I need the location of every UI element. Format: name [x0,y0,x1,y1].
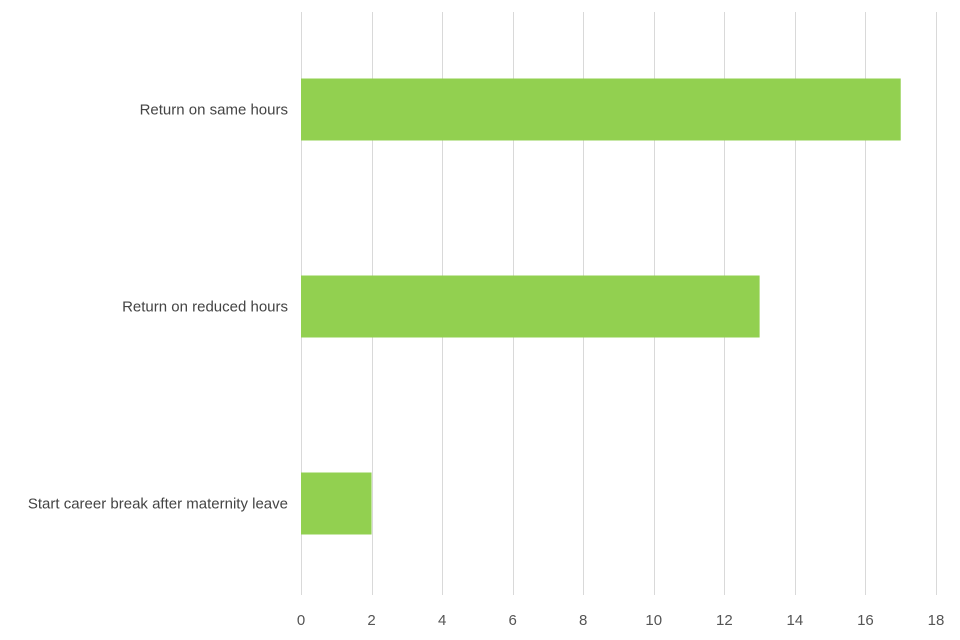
category-label-3: Start career break after maternity leave [28,496,288,513]
x-tick-label-0: 0 [297,612,305,629]
x-tick-label-8: 8 [579,612,587,629]
x-tick-label-14: 14 [787,612,804,629]
x-tick-label-18: 18 [928,612,945,629]
x-tick-label-2: 2 [367,612,375,629]
bar-1 [301,78,901,141]
x-tick-label-10: 10 [645,612,662,629]
bar-3 [301,472,372,535]
x-tick-label-4: 4 [438,612,446,629]
x-tick-label-16: 16 [857,612,874,629]
x-axis-tick-labels: 0 2 4 6 8 10 12 14 16 18 [297,612,945,629]
x-tick-label-12: 12 [716,612,733,629]
bar-2 [301,275,760,338]
category-labels: Return on same hours Return on reduced ho… [28,102,288,513]
x-tick-label-6: 6 [508,612,516,629]
category-label-2: Return on reduced hours [122,299,288,316]
category-label-1: Return on same hours [140,102,288,119]
bars [301,78,901,535]
